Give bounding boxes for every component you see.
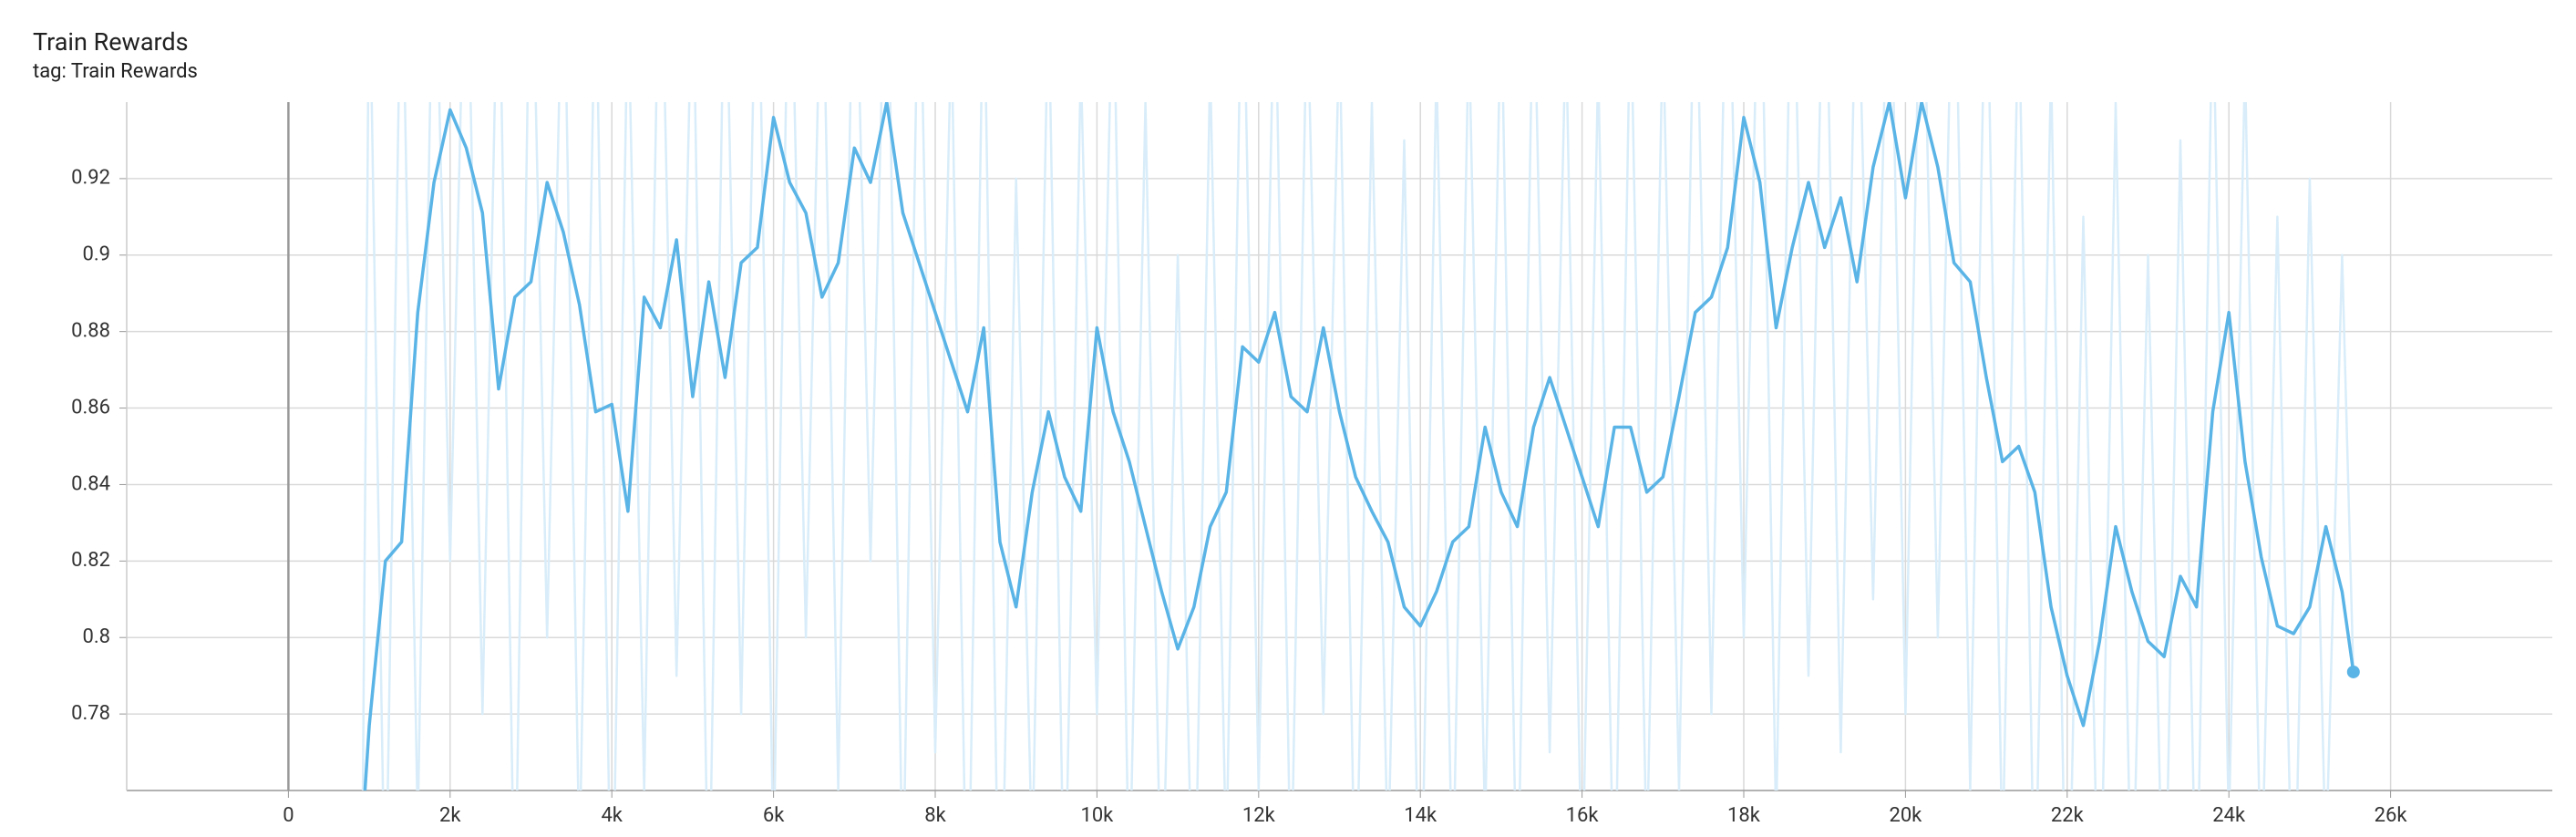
x-tick-label: 22k xyxy=(2051,804,2085,827)
y-tick-label: 0.88 xyxy=(71,319,110,342)
y-tick-label: 0.84 xyxy=(71,472,110,495)
y-tick-label: 0.86 xyxy=(71,396,110,418)
x-tick-label: 6k xyxy=(763,804,785,827)
x-tick-label: 0 xyxy=(283,804,294,827)
y-tick-label: 0.9 xyxy=(82,243,110,266)
x-tick-label: 10k xyxy=(1080,804,1114,827)
x-tick-label: 14k xyxy=(1404,804,1437,827)
y-tick-label: 0.92 xyxy=(71,167,110,190)
x-tick-label: 24k xyxy=(2212,804,2246,827)
x-tick-label: 20k xyxy=(1889,804,1922,827)
y-tick-label: 0.78 xyxy=(71,702,110,725)
x-tick-label: 16k xyxy=(1566,804,1600,827)
y-tick-label: 0.8 xyxy=(82,625,110,648)
x-tick-label: 8k xyxy=(924,804,946,827)
x-tick-label: 12k xyxy=(1242,804,1276,827)
x-tick-label: 2k xyxy=(439,804,461,827)
plot-area xyxy=(361,102,2360,790)
x-tick-label: 18k xyxy=(1727,804,1761,827)
chart-title: Train Rewards xyxy=(33,27,189,57)
y-tick-label: 0.82 xyxy=(71,549,110,572)
chart-subtitle: tag: Train Rewards xyxy=(33,60,198,83)
x-tick-label: 4k xyxy=(601,804,623,827)
x-tick-label: 26k xyxy=(2375,804,2408,827)
last-point xyxy=(2346,665,2360,678)
raw-line xyxy=(361,102,2355,790)
smoothed-line xyxy=(363,102,2355,790)
